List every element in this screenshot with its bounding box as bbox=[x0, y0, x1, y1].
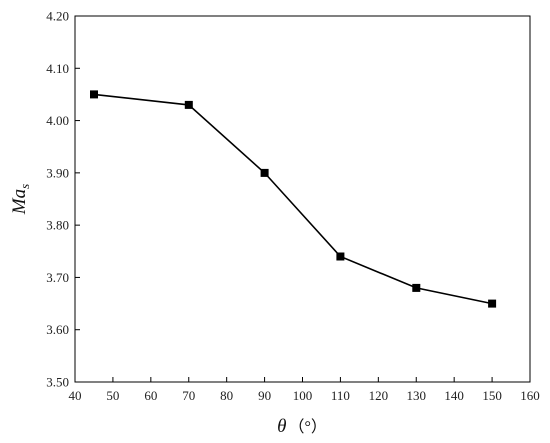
x-tick-label: 120 bbox=[369, 388, 389, 403]
x-tick-label: 100 bbox=[293, 388, 313, 403]
x-tick-label: 70 bbox=[182, 388, 195, 403]
y-tick-label: 4.00 bbox=[46, 113, 69, 128]
x-tick-label: 150 bbox=[482, 388, 502, 403]
y-tick-label: 4.20 bbox=[46, 9, 69, 24]
x-tick-label: 90 bbox=[258, 388, 271, 403]
x-axis-symbol: θ bbox=[277, 416, 286, 437]
x-tick-label: 80 bbox=[220, 388, 233, 403]
data-point-marker bbox=[336, 252, 345, 261]
y-axis-title: Mas bbox=[9, 184, 32, 215]
x-tick-label: 110 bbox=[331, 388, 350, 403]
y-tick-label: 3.60 bbox=[46, 322, 69, 337]
series-line bbox=[93, 93, 493, 305]
data-point-marker bbox=[488, 299, 497, 308]
y-axis-main: Ma bbox=[9, 189, 30, 215]
data-point-marker bbox=[412, 283, 421, 292]
data-point-marker bbox=[90, 90, 98, 99]
x-tick-label: 140 bbox=[444, 388, 464, 403]
y-axis-ticks: 3.50 3.60 3.70 3.80 3.90 4.00 4.10 4.20 bbox=[46, 9, 80, 390]
plot-frame bbox=[74, 15, 531, 383]
series-layer bbox=[90, 90, 497, 308]
y-tick-label: 3.50 bbox=[46, 375, 69, 390]
x-axis-title: θ （°） bbox=[277, 416, 327, 437]
x-axis-unit: （°） bbox=[288, 418, 326, 436]
x-tick-label: 160 bbox=[520, 388, 540, 403]
x-tick-label: 130 bbox=[407, 388, 427, 403]
x-tick-label: 60 bbox=[144, 388, 157, 403]
y-tick-label: 4.10 bbox=[46, 61, 69, 76]
y-tick-label: 3.80 bbox=[46, 218, 69, 233]
y-axis-subscript: s bbox=[17, 184, 32, 189]
x-tick-label: 40 bbox=[69, 388, 82, 403]
data-point-marker bbox=[260, 168, 269, 177]
data-point-marker bbox=[184, 100, 193, 109]
y-tick-label: 3.70 bbox=[46, 270, 69, 285]
x-axis-ticks: 40 50 60 70 80 90 100 110 120 130 140 150 160 bbox=[69, 377, 540, 403]
y-tick-label: 3.90 bbox=[46, 165, 69, 180]
x-tick-label: 50 bbox=[106, 388, 119, 403]
